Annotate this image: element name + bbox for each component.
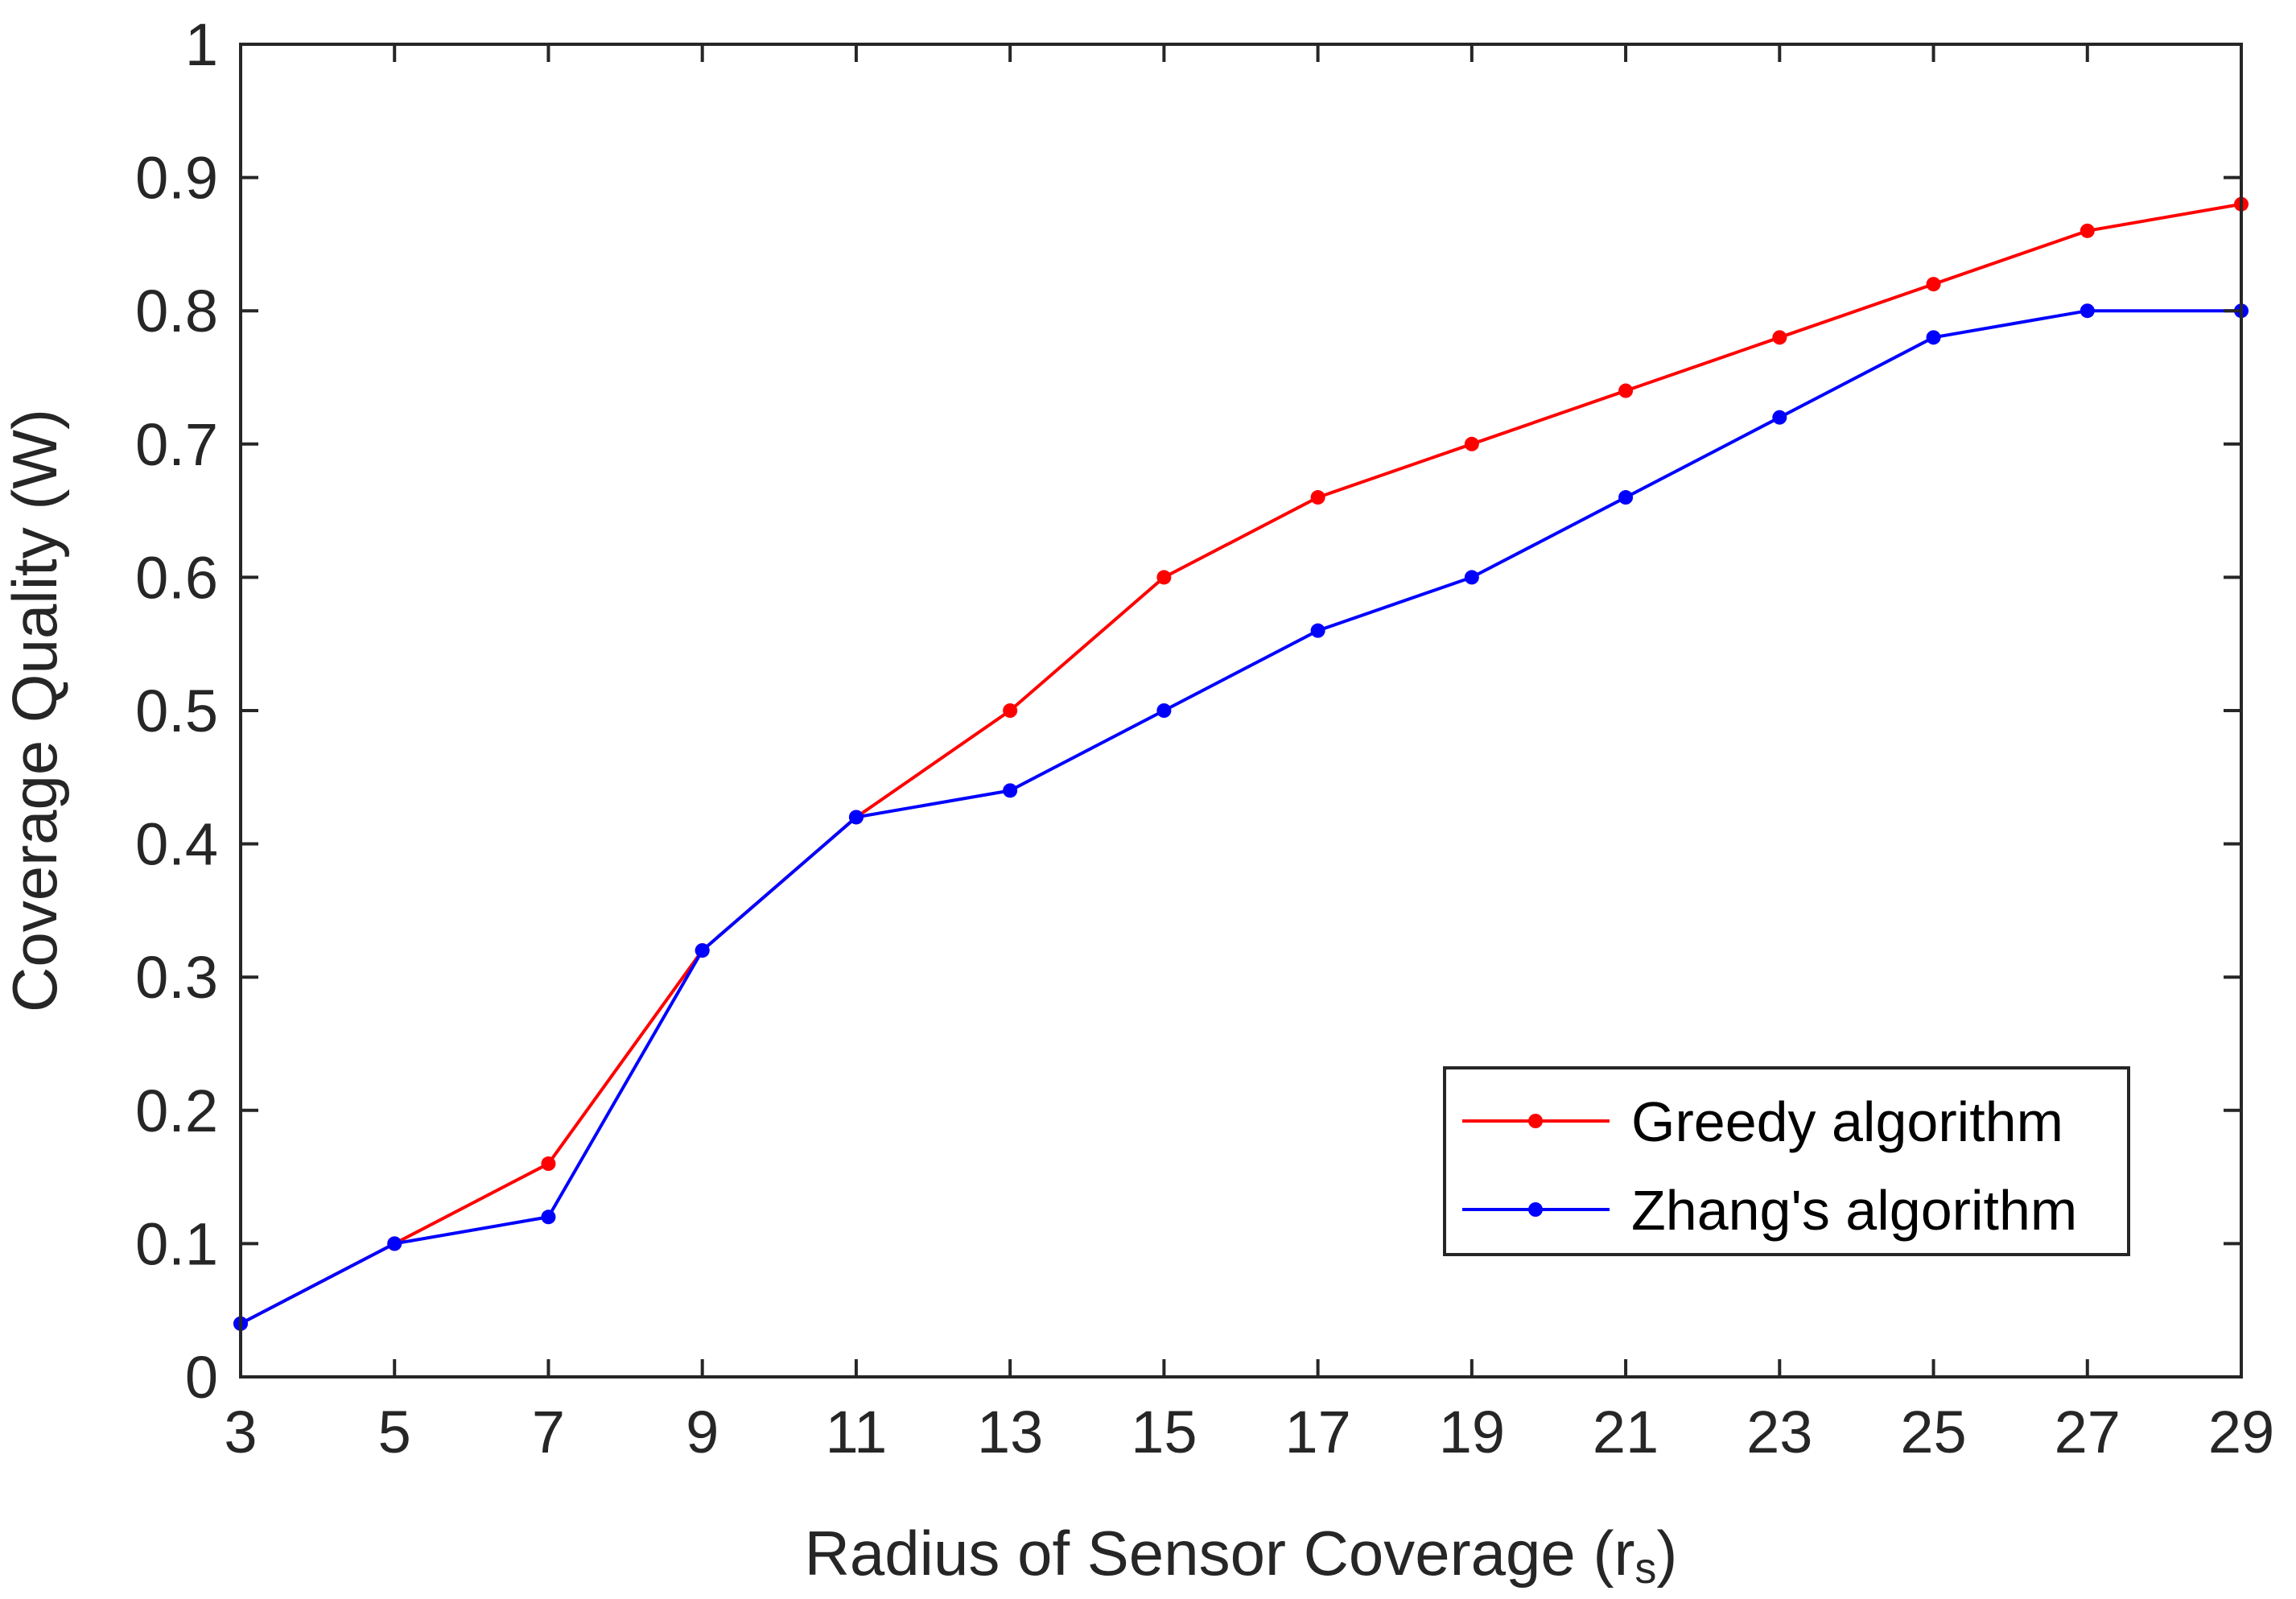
- data-point-greedy: [2080, 223, 2095, 238]
- series-line-zhang: [240, 309, 2241, 1325]
- data-point-zhang: [1926, 330, 1941, 345]
- legend-marker-greedy: [1528, 1114, 1543, 1128]
- x-tick-label: 17: [1284, 1399, 1350, 1465]
- data-point-greedy: [1003, 703, 1018, 718]
- y-tick-label: 0.8: [135, 278, 218, 344]
- data-point-zhang: [848, 810, 864, 825]
- x-tick-label: 27: [2055, 1399, 2121, 1465]
- legend-box: [1443, 1066, 2130, 1256]
- x-tick-label: 11: [826, 1399, 888, 1465]
- tick-layer: 3 5 7 9 11 13 15 17 19 21 23 25 27 29 0 0.1 0.2 0.3 0.4 0.5…: [135, 11, 2274, 1465]
- y-tick-label: 0.7: [135, 411, 218, 478]
- data-point-zhang: [1156, 703, 1172, 718]
- x-tick-label: 5: [378, 1399, 411, 1465]
- data-point-zhang: [1003, 783, 1018, 798]
- legend-marker-zhang: [1528, 1202, 1543, 1217]
- x-axis-title: Radius of Sensor Coverage (rs): [805, 1518, 1678, 1593]
- y-axis-title: Coverage Quality (W): [0, 409, 70, 1012]
- data-point-zhang: [541, 1210, 556, 1225]
- x-tick-label: 7: [532, 1399, 565, 1465]
- data-point-greedy: [1464, 436, 1479, 451]
- x-tick-label: 23: [1746, 1399, 1812, 1465]
- legend-label-greedy: Greedy algorithm: [1631, 1090, 2063, 1153]
- y-tick-label: 0.6: [135, 544, 218, 611]
- data-point-zhang: [1310, 623, 1325, 638]
- x-tick-label: 3: [224, 1399, 257, 1465]
- x-axis-title-main: Radius of Sensor Coverage (r: [805, 1518, 1635, 1589]
- y-tick-label: 0.5: [135, 678, 218, 744]
- series-line-greedy: [240, 202, 2242, 1325]
- x-tick-label: 21: [1593, 1399, 1659, 1465]
- x-tick-label: 15: [1131, 1399, 1197, 1465]
- legend-label-zhang: Zhang's algorithm: [1631, 1179, 2077, 1242]
- data-point-zhang: [387, 1236, 402, 1251]
- data-point-greedy: [1926, 277, 1941, 292]
- data-point-greedy: [1310, 490, 1325, 505]
- legend: Greedy algorithm Zhang's algorithm: [1443, 1066, 2130, 1256]
- y-tick-label: 0: [185, 1344, 218, 1411]
- data-point-zhang: [1772, 410, 1787, 425]
- x-tick-label: 29: [2208, 1399, 2274, 1465]
- data-point-greedy: [1772, 330, 1787, 345]
- data-point-zhang: [1464, 570, 1479, 585]
- data-point-greedy: [541, 1156, 556, 1172]
- x-axis-title-suffix: ): [1656, 1518, 1677, 1589]
- x-tick-label: 19: [1439, 1399, 1505, 1465]
- x-tick-label: 13: [977, 1399, 1043, 1465]
- y-tick-label: 1: [185, 11, 218, 78]
- data-point-zhang: [1618, 490, 1634, 505]
- y-tick-label: 0.1: [135, 1210, 218, 1277]
- y-tick-label: 0.2: [135, 1078, 218, 1144]
- data-point-greedy: [1618, 383, 1634, 398]
- data-point-zhang: [2080, 303, 2095, 319]
- y-tick-label: 0.4: [135, 811, 218, 878]
- data-point-zhang: [695, 943, 710, 958]
- y-tick-label: 0.9: [135, 145, 218, 212]
- y-tick-label: 0.3: [135, 944, 218, 1011]
- x-axis-title-subscript: s: [1634, 1544, 1656, 1593]
- x-tick-label: 25: [1900, 1399, 1966, 1465]
- x-tick-label: 9: [686, 1399, 719, 1465]
- data-point-greedy: [1156, 570, 1172, 585]
